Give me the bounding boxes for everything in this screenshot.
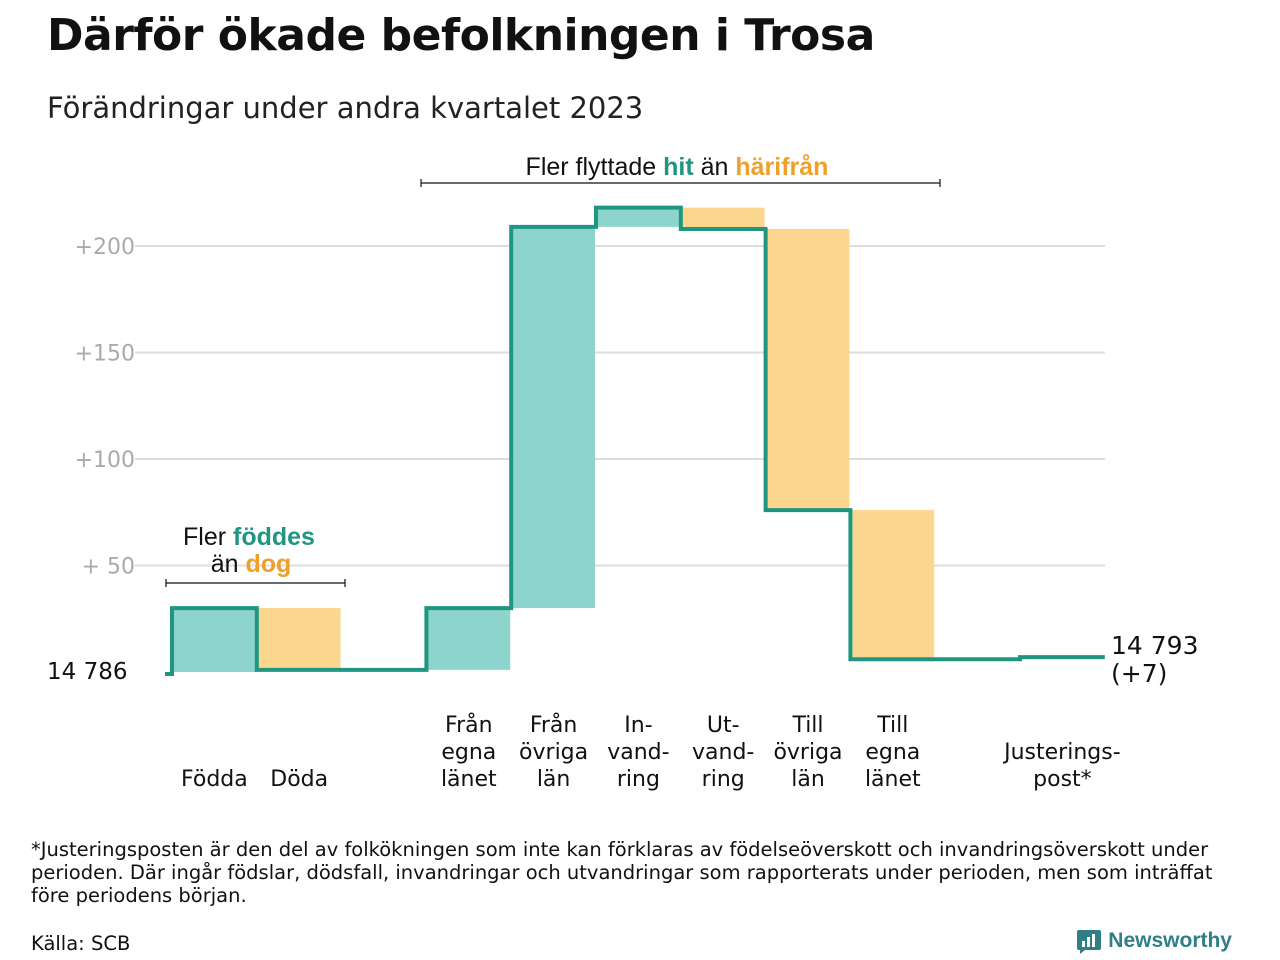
annotation-text: Fler xyxy=(183,523,233,551)
category-label-line: post* xyxy=(1033,767,1092,792)
waterfall-bar xyxy=(511,226,595,609)
category-label-line: län xyxy=(537,767,571,792)
gridlines xyxy=(135,245,1105,567)
category-label-line: Döda xyxy=(270,767,328,792)
category-label-line: länet xyxy=(865,767,921,792)
category-label-line: övriga xyxy=(519,740,588,765)
category-label: Ut-vand-ring xyxy=(692,713,754,792)
category-label-line: Justerings- xyxy=(1002,740,1121,765)
footnote: *Justeringsposten är den del av folkökni… xyxy=(31,838,1213,907)
waterfall-bar xyxy=(256,608,341,670)
annotation-text: Fler flyttade xyxy=(526,153,664,181)
category-label-line: In- xyxy=(624,713,652,738)
category-label-line: vand- xyxy=(607,740,669,765)
category-label: Justerings-post* xyxy=(1002,740,1121,792)
category-label-line: ring xyxy=(702,767,745,792)
annotation-highlight-died: dog xyxy=(245,550,291,578)
y-tick-label: +100 xyxy=(75,448,135,473)
category-label-line: Från xyxy=(445,712,493,738)
waterfall-bar xyxy=(850,510,935,660)
births-annotation-line2: än dog xyxy=(211,550,292,578)
value-labels: 14 786 14 793(+7) xyxy=(47,631,1198,688)
category-label-line: ring xyxy=(617,767,660,792)
category-label: Till egna länet xyxy=(865,713,921,792)
category-label-line: Från xyxy=(530,712,578,738)
cumulative-step-line xyxy=(165,205,1105,676)
births-annotation-line1: Fler föddes xyxy=(183,523,315,551)
chart-subtitle: Förändringar under andra kvartalet 2023 xyxy=(47,91,644,125)
category-label: In-vand-ring xyxy=(607,713,669,792)
category-label: Från egna länet xyxy=(441,712,497,792)
y-tick-label: + 50 xyxy=(82,555,135,580)
newsworthy-logo-icon xyxy=(1077,930,1102,954)
category-label: Födda xyxy=(181,767,248,792)
annotation-highlight-born: föddes xyxy=(233,523,315,551)
brand-logo: Newsworthy xyxy=(1076,928,1232,954)
waterfall-bar xyxy=(765,228,850,511)
category-label-line: egna xyxy=(441,740,496,765)
waterfall-bar xyxy=(172,608,256,672)
category-label-line: Födda xyxy=(181,767,248,792)
brand-name: Newsworthy xyxy=(1108,929,1232,952)
y-tick-label: +150 xyxy=(75,342,135,367)
category-label-line: Ut- xyxy=(707,713,740,738)
bars xyxy=(172,207,1104,672)
y-tick-label: +200 xyxy=(75,235,135,260)
annotation-text: än xyxy=(211,550,246,578)
waterfall-bar xyxy=(680,207,765,229)
chart-title: Därför ökade befolkningen i Trosa xyxy=(47,10,875,61)
category-label: Från övriga län xyxy=(519,712,588,792)
category-label-line: egna xyxy=(865,740,920,765)
annotation-text: än xyxy=(694,153,736,181)
annotation-highlight-away: härifrån xyxy=(735,153,828,181)
waterfall-bar xyxy=(596,207,680,227)
end-change-label: (+7) xyxy=(1111,659,1167,688)
annotation-highlight-here: hit xyxy=(663,153,694,181)
category-label-line: vand- xyxy=(692,740,754,765)
category-label-line: Till xyxy=(791,713,823,738)
category-label: Till övriga län xyxy=(773,713,842,792)
source-note: Källa: SCB xyxy=(31,932,131,955)
category-label-line: länet xyxy=(441,767,497,792)
category-label-line: Till xyxy=(876,713,908,738)
end-value-label: 14 793 xyxy=(1111,631,1198,660)
y-axis-ticks: +200 +150 +100 + 50 xyxy=(75,235,135,580)
moves-annotation: Fler flyttade hit än härifrån xyxy=(526,153,829,181)
start-value-label: 14 786 xyxy=(47,659,127,685)
category-label-line: övriga xyxy=(773,740,842,765)
waterfall-bar xyxy=(426,608,511,670)
category-label-line: län xyxy=(791,767,825,792)
step-line xyxy=(165,205,1105,676)
category-label: Döda xyxy=(270,767,328,792)
